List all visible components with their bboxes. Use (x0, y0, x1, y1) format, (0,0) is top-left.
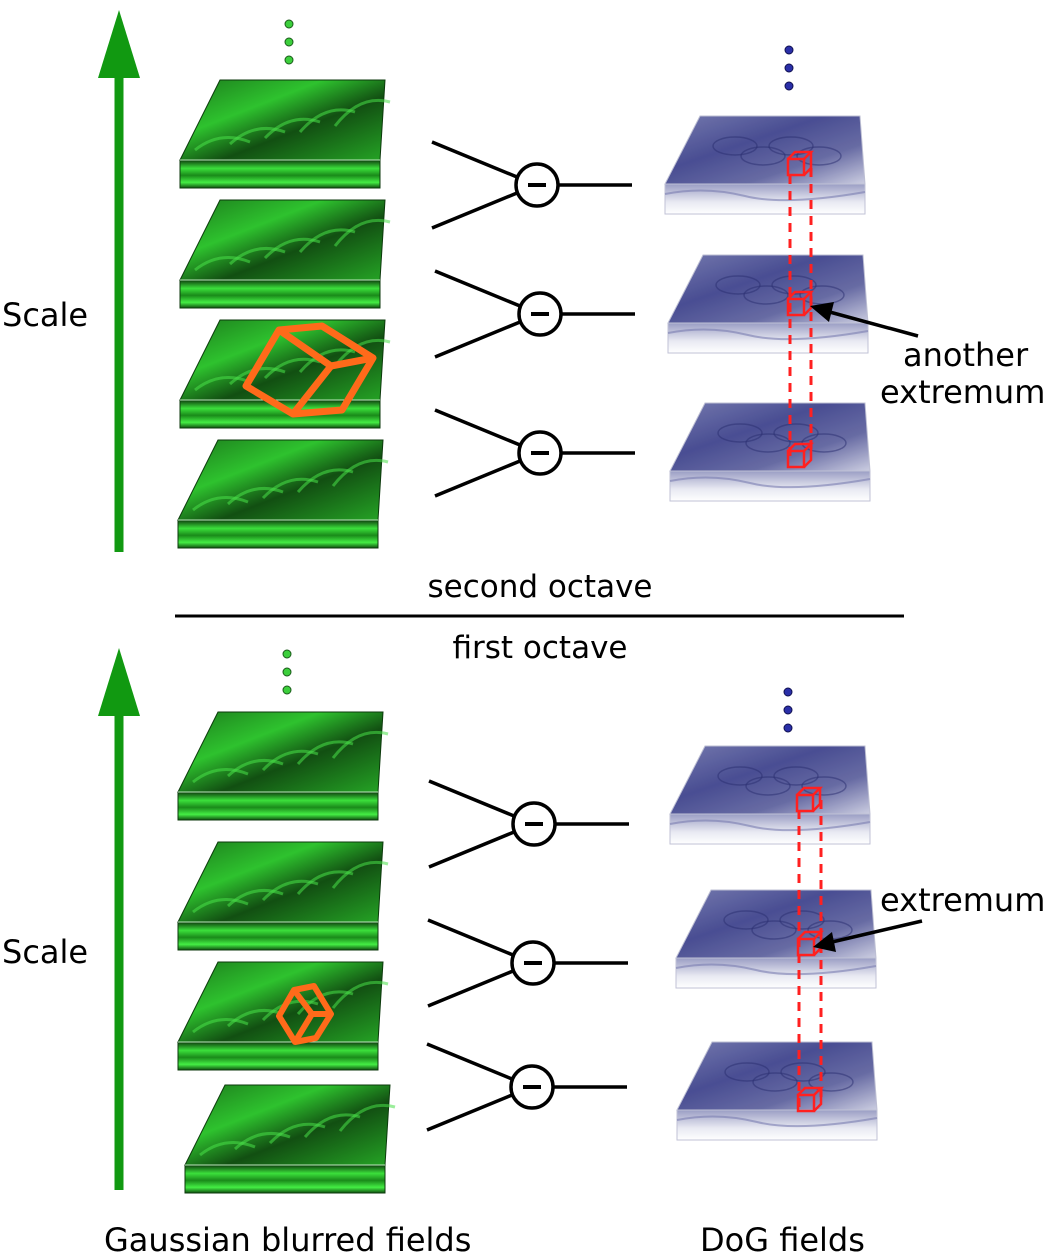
gaussian-continuation-dots-top (284, 19, 294, 65)
gaussian-slab-8 (184, 1084, 396, 1194)
extremum-label: extremum (880, 881, 1045, 919)
another-extremum-arrow (810, 302, 919, 338)
dog-fields (664, 115, 878, 1141)
dog-slab-3 (669, 402, 871, 502)
extremum-cube-6 (796, 1086, 825, 1113)
dog-slab-6 (676, 1041, 878, 1141)
extremum-cubes (786, 150, 825, 1113)
extremum-cube-4 (795, 786, 824, 813)
extremum-arrow (813, 919, 923, 952)
dog-slab-2 (667, 254, 869, 354)
extremum-cube-3 (786, 442, 815, 469)
scale-label-top: Scale (2, 296, 88, 334)
gaussian-slab-6 (177, 841, 389, 951)
dog-slab-1 (664, 115, 866, 215)
extremum-cube-2 (786, 290, 815, 317)
second-octave-label: second octave (428, 569, 653, 605)
gaussian-caption: Gaussian blurred fields (104, 1221, 471, 1259)
minus-operator-6 (426, 1042, 627, 1132)
minus-operator-5 (427, 918, 628, 1008)
first-octave-label: first octave (452, 630, 627, 666)
dog-continuation-dots-top (784, 45, 794, 91)
gaussian-slab-5 (177, 711, 389, 821)
another-extremum-label-line1: another (903, 336, 1029, 374)
gaussian-continuation-dots-bottom (282, 649, 292, 695)
another-extremum-label-line2: extremum (880, 373, 1045, 411)
gaussian-slab-1 (179, 79, 391, 189)
dog-caption: DoG fields (700, 1221, 865, 1259)
minus-operator-2 (434, 269, 635, 359)
scale-arrow-top (98, 10, 140, 552)
minus-operator-4 (428, 779, 629, 869)
extremum-link-bottom (797, 800, 823, 1110)
extremum-cube-1 (786, 150, 815, 177)
dog-slab-4 (669, 745, 871, 845)
scale-label-bottom: Scale (2, 933, 88, 971)
scale-arrow-bottom (98, 648, 140, 1190)
subtraction-operators (426, 140, 635, 1132)
gaussian-highlight-cube-bottom (276, 983, 334, 1045)
minus-operator-3 (434, 408, 635, 498)
dog-continuation-dots-bottom (783, 687, 793, 733)
minus-operator-1 (431, 140, 632, 230)
gaussian-slab-7 (177, 961, 389, 1071)
gaussian-slab-2 (179, 199, 391, 309)
gaussian-highlight-cube-top (242, 322, 377, 418)
gaussian-slab-4 (177, 439, 389, 549)
